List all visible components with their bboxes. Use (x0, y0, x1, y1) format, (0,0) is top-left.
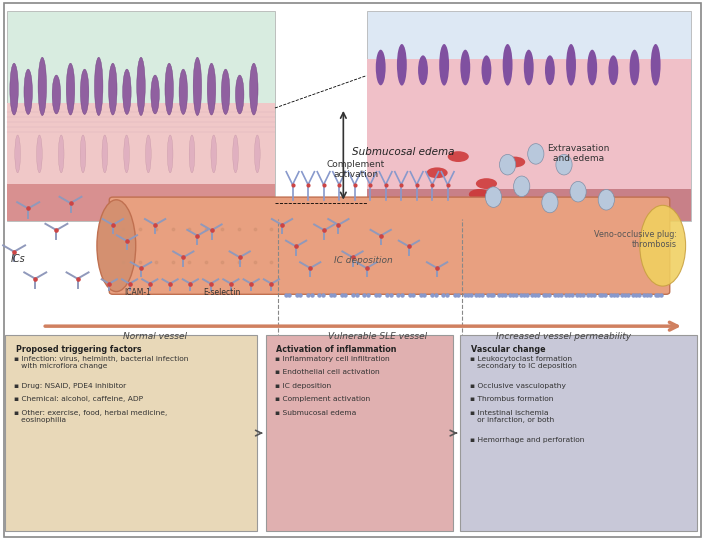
FancyBboxPatch shape (7, 184, 275, 221)
Text: ▪ Leukocytoclast formation
   secondary to IC deposition: ▪ Leukocytoclast formation secondary to … (470, 356, 577, 369)
Ellipse shape (566, 44, 576, 86)
FancyBboxPatch shape (4, 3, 701, 537)
Ellipse shape (439, 44, 449, 86)
Ellipse shape (524, 50, 534, 85)
Ellipse shape (608, 55, 618, 85)
Ellipse shape (476, 178, 497, 189)
Ellipse shape (145, 135, 151, 173)
Ellipse shape (469, 189, 490, 200)
Text: ▪ IC deposition: ▪ IC deposition (275, 383, 331, 389)
Ellipse shape (167, 135, 173, 173)
Ellipse shape (10, 63, 18, 115)
Text: ▪ Occlusive vasculopathy: ▪ Occlusive vasculopathy (470, 383, 565, 389)
Ellipse shape (66, 63, 75, 115)
Text: ▪ Infection: virus, helminth, bacterial infection
   with microflora change: ▪ Infection: virus, helminth, bacterial … (14, 356, 189, 369)
Text: Submucosal edema: Submucosal edema (352, 147, 455, 157)
Ellipse shape (94, 57, 103, 116)
Ellipse shape (123, 69, 131, 114)
Ellipse shape (80, 135, 86, 173)
Ellipse shape (235, 75, 244, 114)
Ellipse shape (376, 50, 386, 85)
Text: E-selectin: E-selectin (203, 288, 241, 298)
Ellipse shape (503, 44, 513, 86)
Ellipse shape (587, 50, 597, 85)
Text: ICs: ICs (11, 254, 25, 264)
Ellipse shape (427, 167, 448, 178)
Text: Activation of inflammation: Activation of inflammation (276, 345, 397, 354)
Ellipse shape (15, 135, 20, 173)
Ellipse shape (598, 190, 614, 210)
Text: Extravasation
and edema: Extravasation and edema (547, 144, 609, 163)
Text: Proposed triggering factors: Proposed triggering factors (16, 345, 141, 354)
Ellipse shape (165, 63, 173, 115)
FancyBboxPatch shape (7, 11, 275, 221)
Ellipse shape (651, 44, 661, 86)
Text: ▪ Submucosal edema: ▪ Submucosal edema (275, 410, 356, 416)
Text: ▪ Hemorrhage and perforation: ▪ Hemorrhage and perforation (470, 437, 584, 443)
FancyBboxPatch shape (460, 335, 697, 531)
Text: ICAM-1: ICAM-1 (124, 288, 151, 298)
Ellipse shape (59, 135, 64, 173)
Ellipse shape (207, 63, 216, 115)
Text: ▪ Other: exercise, food, herbal medicine,
   eosinophilia: ▪ Other: exercise, food, herbal medicine… (14, 410, 168, 423)
Ellipse shape (640, 205, 686, 286)
Text: IC deposition: IC deposition (333, 256, 393, 265)
Ellipse shape (102, 135, 108, 173)
Ellipse shape (179, 69, 188, 114)
Ellipse shape (570, 181, 586, 202)
Ellipse shape (221, 69, 230, 114)
Ellipse shape (448, 151, 469, 162)
Text: ▪ Endothelial cell activation: ▪ Endothelial cell activation (275, 369, 380, 375)
Text: Vulnerable SLE vessel: Vulnerable SLE vessel (328, 332, 427, 341)
Ellipse shape (97, 200, 136, 292)
Text: Veno-occlusive plug:
thrombosis: Veno-occlusive plug: thrombosis (594, 230, 677, 249)
FancyBboxPatch shape (7, 103, 275, 221)
FancyBboxPatch shape (367, 11, 691, 221)
Text: Increased vessel permeability: Increased vessel permeability (496, 332, 632, 341)
Ellipse shape (38, 57, 47, 116)
Text: ▪ Chemical: alcohol, caffeine, ADP: ▪ Chemical: alcohol, caffeine, ADP (14, 396, 143, 402)
Ellipse shape (630, 50, 639, 85)
Ellipse shape (80, 69, 89, 114)
Text: Normal vessel: Normal vessel (123, 332, 187, 341)
Ellipse shape (137, 57, 145, 116)
Ellipse shape (460, 50, 470, 85)
Ellipse shape (37, 135, 42, 173)
Ellipse shape (514, 176, 530, 197)
Text: ▪ Intestinal ischemia
   or infarction, or both: ▪ Intestinal ischemia or infarction, or … (470, 410, 554, 423)
Ellipse shape (504, 157, 525, 167)
Text: ▪ Drug: NSAID, PDE4 inhibitor: ▪ Drug: NSAID, PDE4 inhibitor (14, 383, 126, 389)
Ellipse shape (24, 69, 32, 114)
Ellipse shape (418, 55, 428, 85)
Text: ▪ Thrombus formation: ▪ Thrombus formation (470, 396, 553, 402)
Ellipse shape (109, 63, 117, 115)
Text: ▪ Complement activation: ▪ Complement activation (275, 396, 370, 402)
FancyBboxPatch shape (109, 197, 670, 294)
Ellipse shape (233, 135, 238, 173)
Text: ▪ Inflammatory cell infiltration: ▪ Inflammatory cell infiltration (275, 356, 390, 362)
FancyBboxPatch shape (266, 335, 453, 531)
Ellipse shape (193, 57, 202, 116)
Ellipse shape (52, 75, 61, 114)
Ellipse shape (499, 154, 516, 175)
Ellipse shape (485, 187, 502, 207)
Ellipse shape (542, 192, 558, 213)
FancyBboxPatch shape (367, 189, 691, 221)
FancyBboxPatch shape (5, 335, 257, 531)
Ellipse shape (250, 63, 258, 115)
Ellipse shape (189, 135, 195, 173)
Ellipse shape (545, 55, 555, 85)
Text: Complement
activation: Complement activation (327, 160, 385, 179)
Ellipse shape (397, 44, 407, 86)
FancyBboxPatch shape (367, 59, 691, 221)
Ellipse shape (124, 135, 130, 173)
Ellipse shape (255, 135, 260, 173)
Text: Vascular change: Vascular change (471, 345, 546, 354)
Ellipse shape (556, 154, 572, 175)
Ellipse shape (211, 135, 216, 173)
Ellipse shape (482, 55, 491, 85)
Ellipse shape (527, 144, 544, 164)
Ellipse shape (151, 75, 159, 114)
